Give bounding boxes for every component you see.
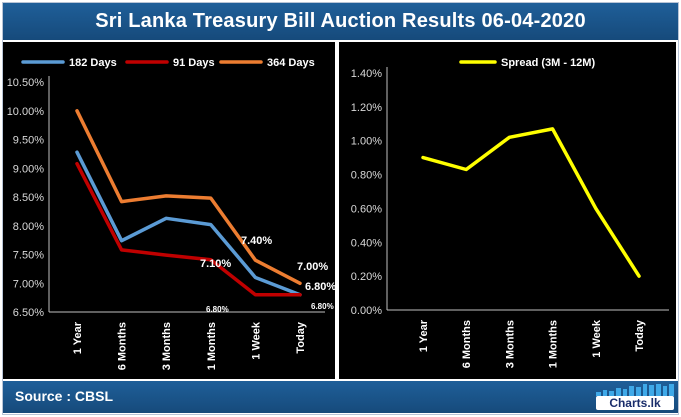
y-tick-label: 1.40% bbox=[351, 68, 382, 80]
y-tick-label: 0.40% bbox=[351, 237, 382, 249]
x-tick-label: 1 Months bbox=[206, 322, 218, 370]
data-label: 7.40% bbox=[241, 235, 272, 247]
y-tick-label: 9.00% bbox=[13, 163, 44, 175]
x-tick-label: 1 Months bbox=[548, 320, 560, 368]
logo-text: Charts.lk bbox=[596, 396, 674, 410]
y-tick-label: 6.50% bbox=[13, 307, 44, 319]
x-tick-label: 1 Year bbox=[72, 321, 84, 354]
legend-label: 182 Days bbox=[69, 57, 117, 69]
x-tick-label: 1 Week bbox=[591, 319, 603, 358]
footer-bar: Source : CBSL Charts.lk bbox=[3, 381, 678, 413]
source-label: Source : CBSL bbox=[15, 388, 114, 404]
y-tick-label: 9.50% bbox=[13, 135, 44, 147]
x-tick-label: 3 Months bbox=[161, 322, 173, 370]
y-tick-label: 10.50% bbox=[7, 77, 45, 89]
legend-label: 364 Days bbox=[267, 57, 315, 69]
y-tick-label: 8.50% bbox=[13, 192, 44, 204]
y-tick-label: 10.00% bbox=[7, 106, 45, 118]
yield-curve-chart: 6.50% 7.00% 7.50% 8.00% 8.50% 9.00% 9.50% 10.00… bbox=[7, 57, 335, 370]
y-tick-label: 7.50% bbox=[13, 250, 44, 262]
y-tick-label: 1.20% bbox=[351, 102, 382, 114]
data-label: 7.00% bbox=[297, 261, 328, 273]
x-tick-label: Today bbox=[634, 319, 646, 351]
series-line-2 bbox=[75, 161, 302, 297]
charts-lk-logo: Charts.lk bbox=[596, 384, 675, 410]
spread-chart: 0.00% 0.20% 0.40% 0.60% 0.80% 1.00% 1.20% 1.40%… bbox=[351, 57, 669, 368]
x-tick-label: 1 Year bbox=[418, 319, 430, 352]
x-tick-label: 3 Months bbox=[504, 320, 516, 368]
yield-curve-panel: 6.50% 7.00% 7.50% 8.00% 8.50% 9.00% 9.50% 10.00… bbox=[3, 42, 335, 379]
legend-label: Spread (3M - 12M) bbox=[501, 57, 595, 69]
spread-panel: 0.00% 0.20% 0.40% 0.60% 0.80% 1.00% 1.20% 1.40%… bbox=[339, 42, 676, 379]
y-tick-label: 0.20% bbox=[351, 271, 382, 283]
y-tick-label: 1.00% bbox=[351, 136, 382, 148]
x-tick-label: 1 Week bbox=[250, 321, 262, 360]
y-tick-label: 0.60% bbox=[351, 203, 382, 215]
data-label: 6.80% bbox=[305, 281, 335, 293]
x-tick-label: Today bbox=[295, 321, 307, 353]
series-line-1 bbox=[75, 150, 302, 297]
x-tick-label: 6 Months bbox=[461, 320, 473, 368]
data-label: 6.80% bbox=[206, 305, 229, 314]
logo-bars-icon bbox=[596, 384, 675, 396]
series-line-1 bbox=[421, 127, 641, 278]
x-tick-label: 6 Months bbox=[117, 322, 129, 370]
y-tick-label: 0.00% bbox=[351, 305, 382, 317]
data-label: 7.10% bbox=[200, 258, 231, 270]
y-tick-label: 8.00% bbox=[13, 221, 44, 233]
y-tick-label: 7.00% bbox=[13, 278, 44, 290]
legend-label: 91 Days bbox=[173, 57, 215, 69]
chart-title: Sri Lanka Treasury Bill Auction Results … bbox=[3, 3, 678, 40]
y-tick-label: 0.80% bbox=[351, 170, 382, 182]
data-label: 6.80% bbox=[311, 302, 334, 311]
series-line-3 bbox=[75, 109, 302, 286]
